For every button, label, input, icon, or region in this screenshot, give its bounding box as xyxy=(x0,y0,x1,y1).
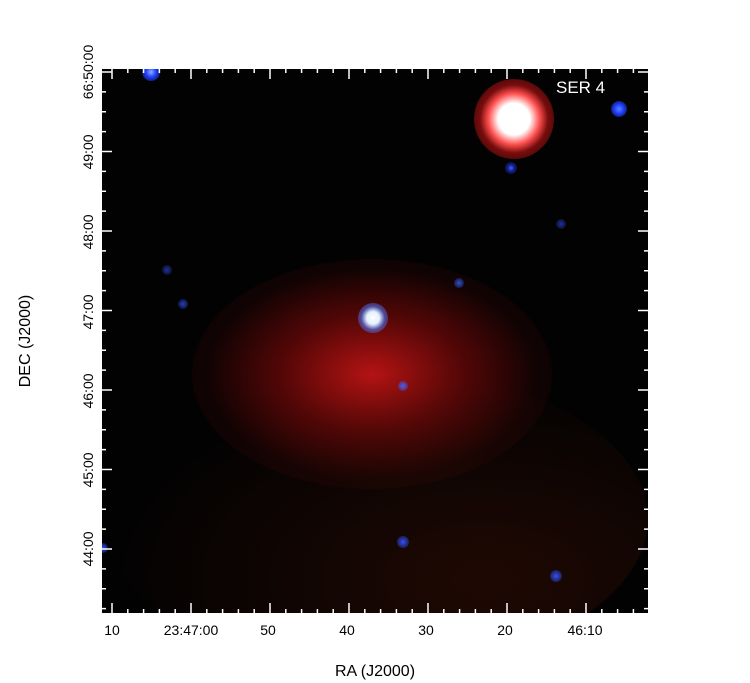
x-axis-title: RA (J2000) xyxy=(334,663,416,680)
blue-star xyxy=(505,162,517,174)
x-tick-label: 10 xyxy=(104,622,120,638)
x-tick-label: 30 xyxy=(418,622,434,638)
blue-star xyxy=(454,278,464,288)
object-label: SER 4 xyxy=(556,78,606,97)
y-tick-label: 66:50:00 xyxy=(80,44,96,100)
blue-star xyxy=(102,543,108,553)
faint-red-glow xyxy=(102,369,648,613)
x-tick-label: 50 xyxy=(260,622,276,638)
blue-star xyxy=(556,219,566,229)
x-tick-label: 46:10 xyxy=(567,622,603,638)
blue-star xyxy=(397,536,409,548)
y-tick-label: 45:00 xyxy=(80,452,96,488)
bright-red-star xyxy=(474,79,554,159)
blue-star xyxy=(611,101,627,117)
y-tick-label: 49:00 xyxy=(80,134,96,170)
blue-star xyxy=(550,570,562,582)
y-axis-title: DEC (J2000) xyxy=(17,294,34,388)
sky-image xyxy=(102,69,648,613)
blue-star xyxy=(178,299,188,309)
blue-star xyxy=(398,381,408,391)
x-tick-label: 40 xyxy=(339,622,355,638)
blue-star xyxy=(142,69,160,81)
y-tick-label: 44:00 xyxy=(80,531,96,567)
x-tick-label: 23:47:00 xyxy=(163,622,219,638)
central-star xyxy=(358,303,388,333)
x-tick-label: 20 xyxy=(497,622,513,638)
blue-star xyxy=(162,265,172,275)
y-tick-label: 46:00 xyxy=(80,373,96,409)
y-tick-label: 47:00 xyxy=(80,294,96,330)
y-tick-label: 48:00 xyxy=(80,214,96,250)
